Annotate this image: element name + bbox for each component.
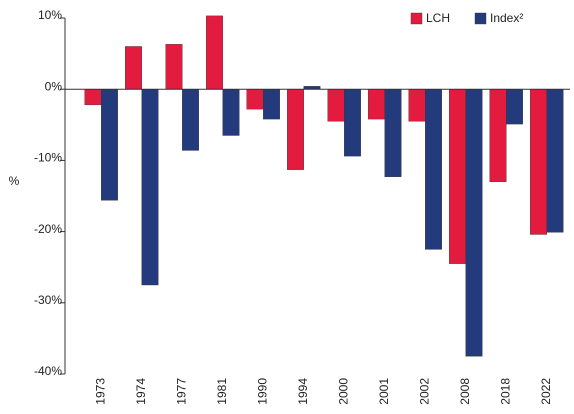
legend-swatch <box>410 12 423 25</box>
y-tick-label: -20% <box>34 222 62 236</box>
bar <box>449 88 466 264</box>
bar <box>222 88 240 136</box>
x-tick-label: 1990 <box>255 378 269 405</box>
legend-swatch <box>474 12 487 25</box>
x-tick-label: 2008 <box>458 378 472 405</box>
x-tick-label: 2000 <box>336 378 350 405</box>
y-tick-label: 0% <box>45 79 63 93</box>
bar <box>165 44 183 90</box>
x-tick-label: 2001 <box>377 378 391 405</box>
bar <box>489 88 507 182</box>
x-tick-label: 2018 <box>498 378 512 405</box>
legend-label: Index² <box>490 11 523 25</box>
y-tick-label: -10% <box>34 151 62 165</box>
bar <box>287 88 304 170</box>
x-tick-label: 1994 <box>296 378 310 405</box>
bar <box>125 46 142 90</box>
x-tick-label: 2002 <box>417 378 431 405</box>
bar <box>141 88 159 286</box>
y-tick-label: -30% <box>34 293 62 307</box>
bar <box>368 88 385 120</box>
bar <box>408 88 426 122</box>
bar <box>263 88 280 120</box>
y-tick-label: 10% <box>38 8 62 22</box>
legend-label: LCH <box>426 11 450 25</box>
bar <box>425 88 442 250</box>
bar <box>546 88 564 233</box>
bar <box>344 88 361 157</box>
y-axis-label: % <box>9 174 20 188</box>
bar <box>327 88 345 122</box>
x-tick-label: 1974 <box>134 378 148 405</box>
x-tick-label: 1981 <box>215 378 229 405</box>
x-tick-label: 1977 <box>174 378 188 405</box>
bar <box>384 88 402 177</box>
bar <box>530 88 547 235</box>
x-tick-label: 1973 <box>93 378 107 405</box>
y-tick-label: -40% <box>34 364 62 378</box>
x-tick-label: 2022 <box>539 378 553 405</box>
bar <box>506 88 523 125</box>
bar <box>206 15 223 90</box>
bar <box>182 88 199 151</box>
bar <box>84 88 102 106</box>
bar <box>101 88 118 201</box>
bar <box>465 88 483 357</box>
bar <box>246 88 264 110</box>
